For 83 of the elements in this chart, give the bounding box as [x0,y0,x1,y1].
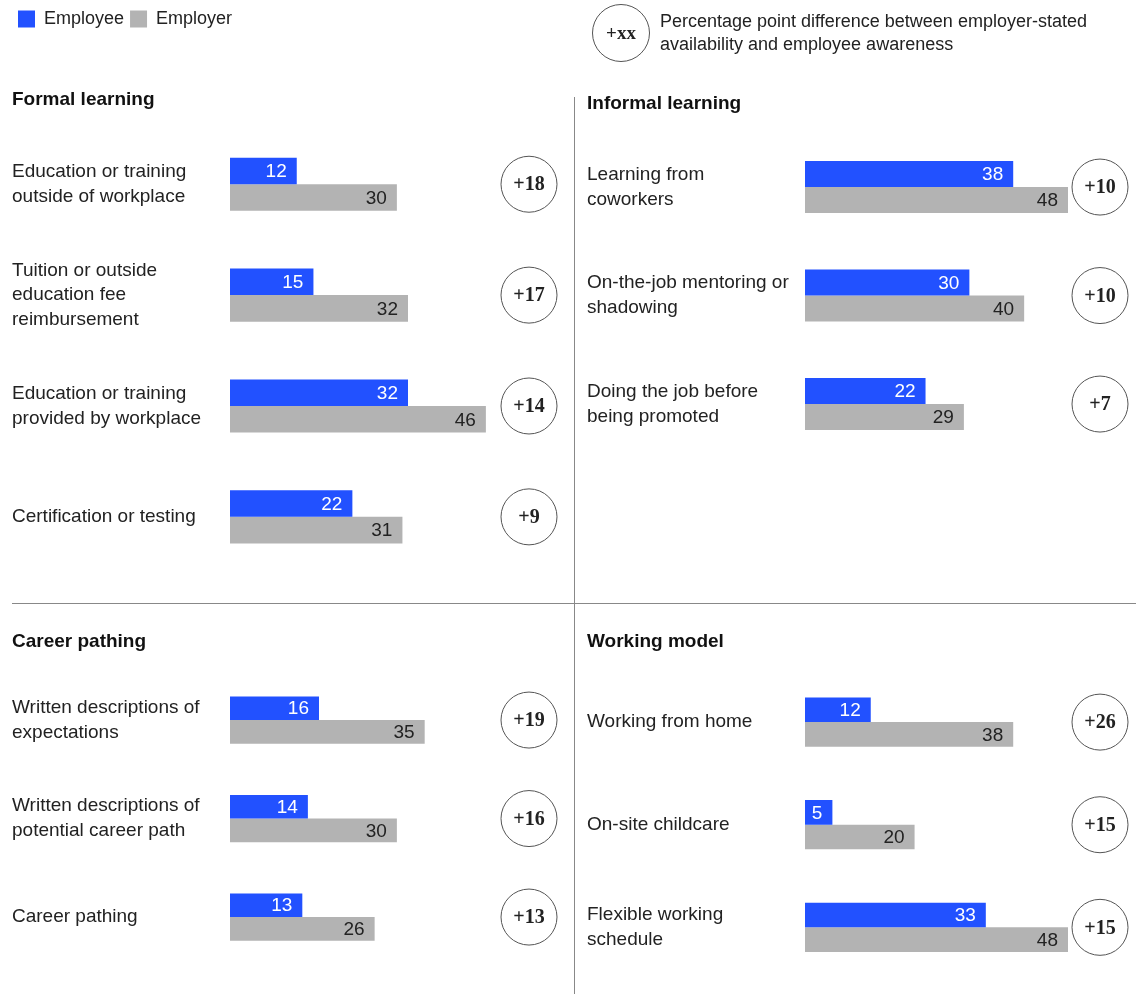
bar [230,696,319,721]
y-tick-label: Learning from coworkers [587,162,705,209]
bar [230,184,397,211]
data-label: 22 [894,380,916,402]
text: +15 [1084,812,1116,835]
data-label: 40 [993,297,1015,319]
data-label: 32 [376,297,398,319]
text: +19 [513,708,545,731]
data-label: 46 [454,408,476,430]
bar [230,157,297,185]
chart-title: Formal learning [12,87,155,109]
text: +15 [1084,915,1116,938]
chart-title: Informal learning [587,91,742,113]
data-label: 13 [271,894,293,916]
data-label: 14 [276,795,299,817]
data-label: 15 [282,271,304,293]
data-label: 29 [932,406,954,428]
bar [230,295,408,322]
data-label: 38 [982,163,1004,185]
legend-label: Employee [44,7,125,28]
bar [805,722,1014,747]
data-label: 12 [839,699,861,721]
bar [230,405,486,433]
text: +18 [513,172,545,195]
bar [805,378,926,405]
data-label: 22 [321,492,343,514]
data-label: 33 [954,904,976,926]
bar [230,268,314,296]
bar [230,917,375,941]
data-label: 12 [265,160,287,182]
data-label: 30 [365,819,387,841]
bar [805,927,1068,952]
data-label: 30 [365,186,387,208]
text: +26 [1084,710,1116,733]
bar [805,161,1014,188]
data-label: 20 [883,826,905,848]
bar [230,516,403,544]
data-label: 32 [376,381,398,403]
bar [230,794,308,819]
text: +7 [1089,392,1111,415]
y-tick-label: Doing the job before being promoted [587,379,759,426]
text: +17 [513,283,545,306]
y-tick-label: Written descriptions of potential career path [12,794,201,841]
y-tick-label: Working from home [587,710,753,732]
data-label: 16 [287,697,309,719]
bar [805,404,964,431]
text: Percentage point difference between employer-stated availability and employee awareness [660,10,1088,56]
bar [230,720,425,744]
y-tick-label: Certification or testing [12,505,196,527]
y-tick-label: On-site childcare [587,812,730,834]
y-tick-label: Education or training outside of workplace [12,160,187,206]
bar [230,893,303,918]
data-label: 48 [1036,189,1058,211]
data-label: 38 [982,723,1004,745]
bar [805,269,970,296]
y-tick-label: Education or training provided by workplace [12,381,202,428]
data-label: 30 [938,271,960,293]
bar [805,824,915,850]
text: +10 [1084,175,1116,198]
y-tick-label: On-the-job mentoring or shadowing [587,271,790,318]
bar [805,187,1068,214]
chart-title: Working model [587,629,724,651]
legend-label: Employer [156,7,233,28]
text: +9 [518,505,540,528]
text: +16 [513,806,545,829]
bar [230,379,408,406]
bar [805,697,871,723]
y-tick-label: Career pathing [12,905,138,927]
bar [230,818,397,843]
bar [805,295,1025,322]
data-label: 35 [393,721,415,743]
y-tick-label: Written descriptions of expectations [12,695,201,742]
data-label: 5 [811,801,823,823]
text: +10 [1084,283,1116,306]
data-label: 48 [1036,928,1058,950]
bar [230,490,353,517]
data-label: 31 [371,519,393,541]
y-tick-label: Flexible working schedule [587,903,724,949]
bar [805,902,986,928]
data-label: 26 [343,918,365,940]
text: +13 [513,905,545,928]
y-tick-label: Tuition or outside education fee reimbursement [12,258,158,330]
text: +14 [513,394,545,417]
